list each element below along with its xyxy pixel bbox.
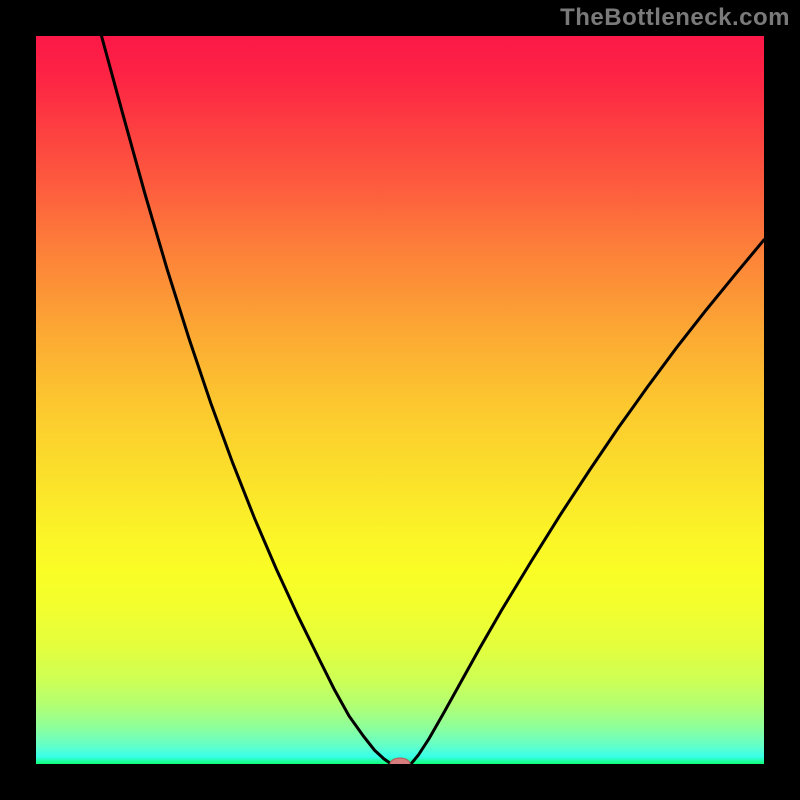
plot-area bbox=[36, 36, 764, 764]
watermark-text: TheBottleneck.com bbox=[560, 4, 790, 32]
gradient-background bbox=[36, 36, 764, 764]
chart-container: TheBottleneck.com bbox=[0, 0, 800, 800]
plot-svg bbox=[36, 36, 764, 764]
